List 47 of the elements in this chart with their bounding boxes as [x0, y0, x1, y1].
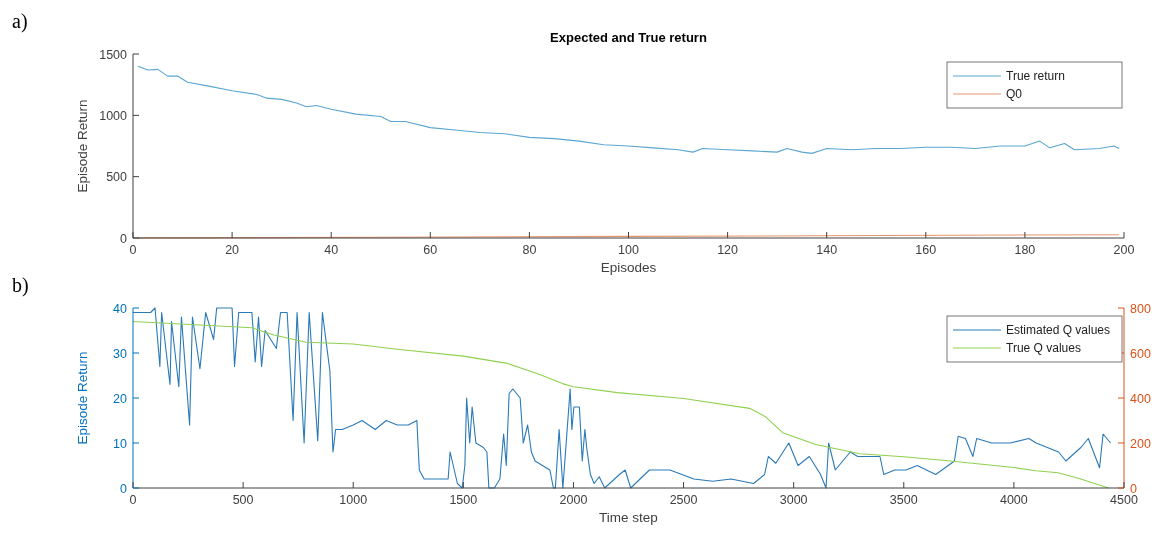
text: b)	[12, 274, 29, 297]
x-tick-label: 140	[816, 243, 838, 257]
y2-tick-label: 800	[1130, 301, 1151, 316]
x-tick-label: 1500	[449, 493, 478, 507]
x-tick-label: 80	[522, 243, 537, 257]
x-tick-label: 200	[1113, 243, 1135, 257]
x-tick-label: 4000	[999, 493, 1028, 507]
y-tick-label: 30	[113, 346, 128, 361]
y-tick-label: 10	[113, 436, 128, 451]
x-tick-label: 20	[225, 243, 240, 257]
y-tick-label: 500	[106, 170, 128, 185]
y2-tick-label: 400	[1130, 391, 1151, 406]
x-tick-label: 4500	[1110, 493, 1138, 507]
x-tick-label: 160	[915, 243, 937, 257]
x-tick-label: 0	[129, 493, 137, 507]
line-series	[137, 65, 1120, 154]
x-tick-label: 2500	[669, 493, 698, 507]
x-tick-label: 180	[1014, 243, 1036, 257]
x-tick-label: 3500	[889, 493, 918, 507]
x-tick-label: 60	[423, 243, 438, 257]
y-tick-label: 0	[120, 481, 128, 496]
x-tick-label: 40	[324, 243, 339, 257]
y-tick-label: 0	[120, 231, 128, 246]
chart-title: Expected and True return	[550, 30, 707, 45]
y-axis-title: Episode Return	[75, 99, 90, 193]
y-axis-title: Episode Return	[75, 351, 90, 445]
legend-label: Estimated Q values	[1006, 323, 1111, 337]
legend-label: True return	[1006, 69, 1065, 83]
y2-tick-label: 0	[1130, 481, 1137, 496]
y2-tick-label: 200	[1130, 436, 1151, 451]
x-tick-label: 1000	[339, 493, 368, 507]
text: a)	[12, 10, 28, 33]
x-axis-title: Episodes	[600, 260, 657, 275]
x-tick-label: 0	[129, 243, 137, 257]
x-tick-label: 500	[232, 493, 254, 507]
legend-label: True Q values	[1006, 341, 1081, 355]
x-tick-label: 120	[717, 243, 739, 257]
x-axis-title: Time step	[599, 510, 658, 525]
y2-tick-label: 600	[1130, 346, 1151, 361]
y-tick-label: 20	[113, 391, 128, 406]
y-tick-label: 1500	[99, 47, 128, 62]
x-tick-label: 100	[618, 243, 639, 257]
x-tick-label: 2000	[559, 493, 588, 507]
y-tick-label: 40	[113, 301, 128, 316]
x-tick-label: 3000	[779, 493, 808, 507]
legend-label: Q0	[1006, 87, 1023, 101]
y-tick-label: 1000	[99, 108, 128, 123]
